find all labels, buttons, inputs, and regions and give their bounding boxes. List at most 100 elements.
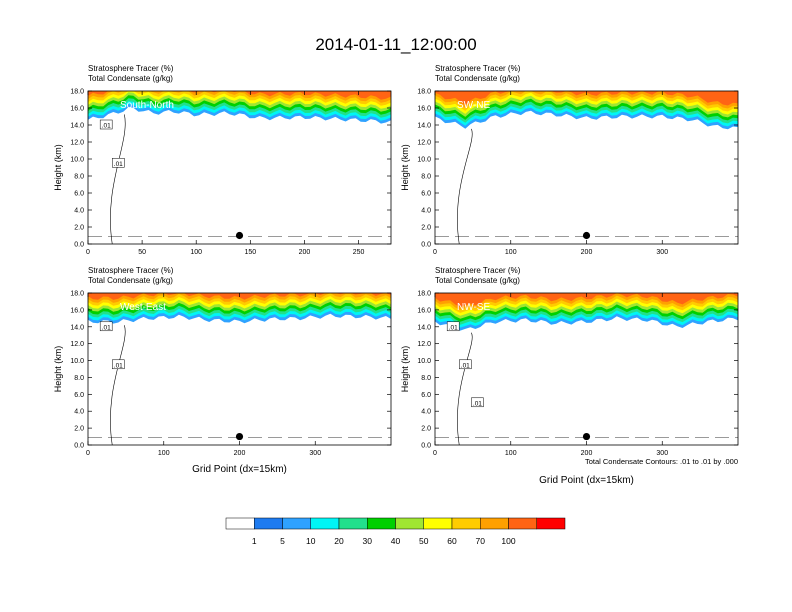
plot-area: .01 .01 .01	[435, 293, 738, 445]
colorbar-segment	[225, 517, 255, 530]
contour-note: Total Condensate Contours: .01 to .01 by…	[585, 457, 738, 466]
y-tick-label: 8.0	[74, 375, 84, 382]
svg-text:.01: .01	[473, 400, 482, 407]
colorbar-segment	[508, 517, 537, 530]
y-axis-label: Height (km)	[400, 144, 410, 191]
contour-label: .01	[459, 359, 472, 369]
contour-label: .01	[99, 119, 113, 130]
panel-1: SW-NE 0.0 2.0 4.0 6.0 8.0 10.0 12.0 14.0 16.0 18.0…	[400, 64, 739, 256]
tracer-band	[88, 91, 391, 103]
y-tick-label: 16.0	[70, 307, 84, 314]
y-tick-label: 0.0	[421, 242, 431, 249]
tracer-band	[435, 91, 738, 106]
y-tick-label: 4.0	[74, 409, 84, 416]
colorbar-label: 70	[476, 536, 486, 546]
colorbar-label: 20	[334, 536, 344, 546]
y-tick-label: 2.0	[421, 426, 431, 433]
y-tick-label: 10.0	[70, 358, 84, 365]
y-axis-label: Height (km)	[400, 346, 410, 393]
x-tick-label: 100	[505, 450, 517, 457]
y-tick-label: 14.0	[70, 324, 84, 331]
subtitle-condensate: Total Condensate (g/kg)	[88, 276, 173, 285]
svg-text:.01: .01	[102, 324, 111, 331]
subtitle-tracer: Stratosphere Tracer (%)	[88, 266, 174, 275]
x-axis-label: Grid Point (dx=15km)	[192, 464, 287, 475]
y-tick-label: 8.0	[421, 174, 431, 181]
y-tick-label: 14.0	[417, 324, 431, 331]
y-tick-label: 14.0	[70, 123, 84, 130]
x-tick-label: 100	[505, 249, 517, 256]
colorbar-label: 30	[363, 536, 373, 546]
contour-label: .01	[112, 158, 125, 168]
x-tick-label: 200	[581, 249, 593, 256]
colorbar-label: 1	[252, 536, 257, 546]
contour-label: .01	[99, 321, 113, 331]
svg-text:.01: .01	[102, 123, 111, 130]
plot-area	[435, 91, 738, 244]
colorbar-segment	[451, 517, 481, 530]
tracer-band	[435, 91, 738, 112]
panel-label: West-East	[120, 302, 166, 313]
subtitle-condensate: Total Condensate (g/kg)	[435, 276, 520, 285]
panel-0: .01 .01 South-North 0.0 2.0 4.0 6.0 8.0 10.0 12.0…	[53, 64, 392, 256]
y-axis-label: Height (km)	[53, 144, 63, 191]
svg-text:.01: .01	[461, 362, 470, 369]
y-tick-label: 12.0	[70, 341, 84, 348]
y-tick-label: 2.0	[421, 225, 431, 232]
colorbar-segment	[367, 517, 396, 530]
x-tick-label: 50	[138, 249, 146, 256]
y-tick-label: 4.0	[421, 409, 431, 416]
colorbar-segment	[395, 517, 424, 530]
panel-label: SW-NE	[457, 100, 490, 111]
y-tick-label: 10.0	[417, 157, 431, 164]
y-tick-label: 18.0	[70, 291, 84, 298]
colorbar-segment	[310, 517, 340, 530]
tracer-band	[88, 91, 391, 100]
svg-text:.01: .01	[449, 324, 458, 331]
location-marker	[582, 231, 591, 240]
x-tick-label: 0	[433, 450, 437, 457]
y-axis-label: Height (km)	[53, 346, 63, 393]
x-tick-label: 0	[433, 249, 437, 256]
y-tick-label: 10.0	[417, 358, 431, 365]
colorbar-segment	[536, 517, 566, 530]
subtitle-condensate: Total Condensate (g/kg)	[88, 74, 173, 83]
y-tick-label: 18.0	[417, 89, 431, 96]
x-tick-label: 200	[581, 450, 593, 457]
y-tick-label: 8.0	[421, 375, 431, 382]
y-tick-label: 2.0	[74, 426, 84, 433]
subtitle-tracer: Stratosphere Tracer (%)	[435, 266, 521, 275]
y-tick-label: 0.0	[74, 242, 84, 249]
x-tick-label: 300	[656, 249, 668, 256]
y-tick-label: 16.0	[70, 106, 84, 113]
svg-text:.01: .01	[114, 161, 123, 168]
y-tick-label: 4.0	[421, 208, 431, 215]
colorbar-segment	[338, 517, 368, 530]
subtitle-condensate: Total Condensate (g/kg)	[435, 74, 520, 83]
location-marker	[235, 231, 244, 240]
y-tick-label: 6.0	[421, 191, 431, 198]
subtitle-tracer: Stratosphere Tracer (%)	[435, 64, 521, 73]
y-tick-label: 12.0	[417, 140, 431, 147]
contour-label: .01	[112, 359, 125, 369]
x-tick-label: 250	[353, 249, 365, 256]
location-marker	[235, 432, 244, 441]
panel-2: .01 .01 West-East 0.0 2.0 4.0 6.0 8.0 10.0 12.0 14…	[53, 266, 392, 475]
panel-3: .01 .01 .01 NW-SE 0.0 2.0 4.0 6.0 8.0 10.0 12.0 14.…	[400, 266, 739, 486]
colorbar-segment	[254, 517, 283, 530]
x-tick-label: 200	[299, 249, 311, 256]
colorbar-label: 60	[447, 536, 457, 546]
colorbar: 1 5 10 20 30 40 50 60 70 100	[225, 517, 566, 546]
subtitle-tracer: Stratosphere Tracer (%)	[88, 64, 174, 73]
y-tick-label: 2.0	[74, 225, 84, 232]
x-tick-label: 300	[309, 450, 321, 457]
colorbar-segment	[282, 517, 311, 530]
x-tick-label: 150	[244, 249, 256, 256]
y-tick-label: 0.0	[421, 443, 431, 450]
colorbar-label: 50	[419, 536, 429, 546]
y-tick-label: 10.0	[70, 157, 84, 164]
panel-label: NW-SE	[457, 302, 490, 313]
condensate-contour	[457, 128, 473, 244]
y-tick-label: 6.0	[74, 392, 84, 399]
tracer-band	[435, 91, 738, 115]
